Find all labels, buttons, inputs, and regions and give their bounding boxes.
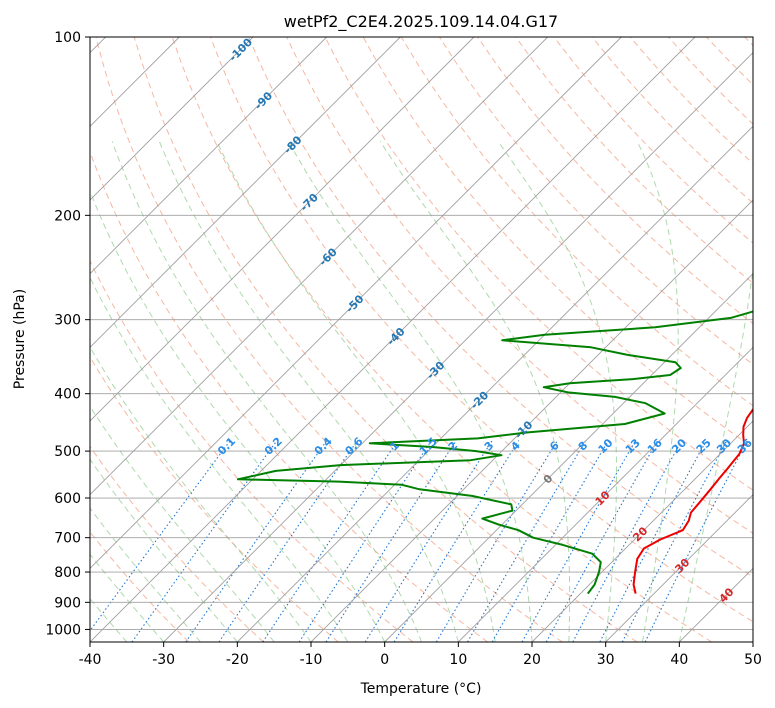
mixing-ratio-line (572, 440, 683, 642)
isotherm (310, 199, 753, 642)
x-tick-label: 30 (597, 652, 615, 668)
x-tick-label: 20 (523, 652, 541, 668)
isotherm (90, 37, 548, 496)
x-tick-label: 40 (670, 652, 688, 668)
dry-adiabat (210, 37, 753, 623)
y-tick-label: 500 (54, 444, 81, 460)
dry-adiabat (324, 37, 753, 491)
dry-adiabat (248, 37, 753, 578)
y-tick-label: 1000 (45, 622, 81, 638)
y-tick-label: 600 (54, 491, 81, 507)
profile-line (632, 407, 753, 594)
isotherm (90, 37, 475, 422)
dry-adiabat (90, 259, 414, 642)
mixing-ratio-line (262, 440, 399, 642)
x-tick-label: 0 (380, 652, 389, 668)
dry-adiabat (90, 356, 339, 642)
x-tick-label: 50 (744, 652, 762, 668)
y-tick-label: 700 (54, 531, 81, 547)
isotherm (90, 37, 696, 642)
isotherm (90, 37, 327, 275)
mixing-ratio-line (644, 440, 748, 642)
dry-adiabat (515, 37, 753, 284)
chart-title: wetPf2_C2E4.2025.109.14.04.G17 (284, 12, 558, 32)
y-tick-label: 200 (54, 208, 81, 224)
mixing-ratio-line (364, 440, 493, 642)
mixing-ratio-line (521, 440, 637, 642)
dry-adiabat (133, 37, 638, 642)
y-tick-label: 900 (54, 595, 81, 611)
isotherm (237, 125, 753, 642)
profiles (236, 310, 753, 595)
isotherm (163, 52, 753, 642)
mixing-ratio-line (185, 440, 328, 642)
dry-adiabat (90, 445, 264, 642)
mixing-ratio-line (298, 440, 432, 642)
mixing-ratio-line (325, 440, 457, 642)
x-axis-label: Temperature (°C) (360, 681, 482, 697)
x-tick-label: 10 (449, 652, 467, 668)
y-tick-label: 300 (54, 313, 81, 329)
x-tick-label: -40 (79, 652, 102, 668)
mixing-ratio-line (545, 440, 659, 642)
x-tick-label: -30 (152, 652, 175, 668)
mixing-ratio-line (467, 440, 587, 642)
isotherm (458, 346, 753, 642)
y-tick-label: 400 (54, 387, 81, 403)
dry-adiabat (171, 37, 712, 642)
x-tick-label: -20 (226, 652, 249, 668)
mixing-ratio-line (90, 440, 231, 632)
mixing-ratio-line (491, 440, 609, 642)
plot-frame (89, 36, 754, 643)
x-tick-label: -10 (300, 652, 323, 668)
isotherm (90, 37, 401, 348)
profile-line (236, 310, 753, 595)
isotherm (384, 273, 753, 642)
mixing-ratio-line (131, 440, 278, 642)
x-axis: -40 -30 -20 -10 0 10 20 30 40 50 (79, 642, 762, 668)
y-axis: 100 200 300 400 500 600 700 800 900 1000 (45, 30, 90, 638)
dry-adiabat (95, 37, 563, 642)
dry-adiabat (286, 37, 753, 534)
isotherm (90, 37, 622, 569)
isotherm (605, 494, 753, 642)
y-tick-label: 100 (54, 30, 81, 46)
isotherm (531, 420, 753, 642)
mixing-ratio-line (435, 440, 558, 642)
y-axis-label: Pressure (hPa) (12, 289, 28, 389)
grid-lines (90, 37, 753, 642)
isotherm (90, 37, 254, 201)
y-tick-label: 800 (54, 565, 81, 581)
